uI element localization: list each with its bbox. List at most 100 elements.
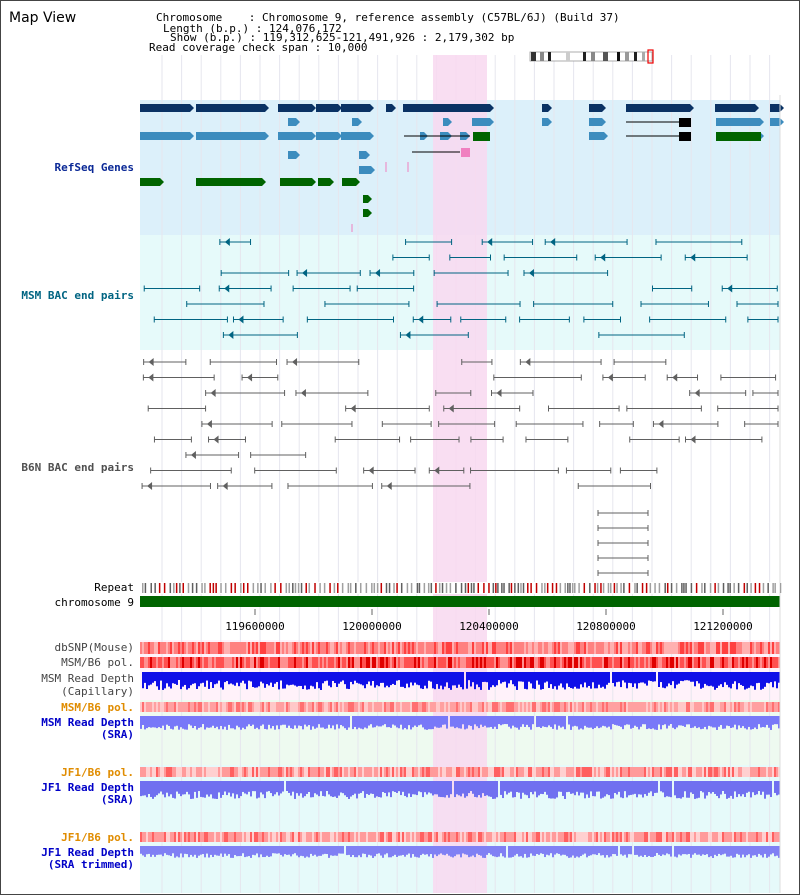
pol-segment — [676, 702, 678, 712]
pol-segment — [226, 642, 228, 654]
depth-bar — [692, 781, 694, 794]
pol-segment — [474, 767, 476, 777]
pol-segment — [400, 702, 402, 712]
pol-segment — [158, 767, 160, 777]
track-label-jf1-depth-sra[interactable]: JF1 Read Depth — [41, 781, 134, 794]
pol-segment — [660, 642, 662, 654]
track-label-msm-depth-capillary[interactable]: MSM Read Depth — [41, 672, 134, 685]
depth-bar — [406, 781, 408, 798]
track-label-jf1-pol[interactable]: JF1/B6 pol. — [61, 766, 134, 779]
depth-bar — [664, 781, 666, 798]
repeat-element — [242, 583, 245, 593]
pol-segment — [498, 767, 500, 777]
depth-bar — [504, 781, 506, 792]
track-label-repeat[interactable]: Repeat — [94, 581, 134, 594]
depth-bar — [272, 781, 274, 797]
track-label-refseq-genes[interactable]: RefSeq Genes — [54, 161, 134, 174]
depth-bar — [614, 781, 616, 794]
pol-segment — [584, 657, 586, 668]
pol-segment — [732, 767, 734, 777]
pol-segment — [298, 702, 300, 712]
pol-segment — [580, 832, 582, 842]
pol-segment — [180, 657, 182, 668]
track-label-jf1-depth-trimmed[interactable]: JF1 Read Depth — [41, 846, 134, 859]
repeat-element — [380, 583, 383, 593]
gene-exon — [363, 209, 368, 217]
pol-segment — [648, 702, 650, 712]
pol-segment — [492, 657, 494, 668]
depth-bar — [298, 781, 300, 796]
depth-bar — [374, 846, 376, 857]
pol-segment — [656, 767, 658, 777]
pol-segment — [410, 767, 412, 777]
depth-bar — [766, 672, 768, 683]
pol-segment — [562, 832, 564, 842]
depth-bar — [544, 781, 546, 792]
repeat-element — [714, 583, 716, 593]
depth-bar — [378, 672, 380, 687]
track-label-dbsnp[interactable]: dbSNP(Mouse) — [54, 641, 134, 654]
gene-exon — [359, 166, 371, 174]
depth-bar — [560, 846, 562, 856]
repeat-element — [467, 583, 470, 593]
track-label-b6n-bac[interactable]: B6N BAC end pairs — [21, 461, 134, 474]
pol-segment — [628, 832, 630, 842]
pol-segment — [480, 702, 482, 712]
depth-bar — [188, 672, 190, 689]
depth-bar — [484, 672, 486, 682]
repeat-element — [438, 583, 441, 593]
depth-bar — [434, 846, 436, 855]
pol-segment — [702, 702, 704, 712]
depth-bar — [232, 781, 234, 794]
pol-segment — [402, 832, 404, 842]
pol-segment — [538, 832, 540, 842]
pol-segment — [160, 702, 162, 712]
pol-segment — [568, 767, 570, 777]
track-label-msm-bac[interactable]: MSM BAC end pairs — [21, 289, 134, 302]
pol-segment — [314, 657, 316, 668]
depth-bar — [330, 846, 332, 856]
bac-end-arrow — [292, 358, 298, 366]
track-label-msm-depth-sra[interactable]: MSM Read Depth — [41, 716, 134, 729]
pol-segment — [752, 702, 754, 712]
pol-segment — [544, 832, 546, 842]
depth-bar — [638, 846, 640, 857]
depth-bar — [236, 716, 238, 726]
track-label-msm-pol-sra[interactable]: MSM/B6 pol. — [61, 701, 134, 714]
depth-bar — [288, 672, 290, 686]
depth-bar — [730, 781, 732, 796]
pol-segment — [350, 832, 352, 842]
depth-bar — [682, 846, 684, 855]
depth-bar — [614, 846, 616, 855]
depth-bar — [296, 781, 298, 794]
pol-segment — [712, 657, 714, 668]
depth-bar — [744, 781, 746, 797]
pol-segment — [256, 642, 258, 654]
pol-segment — [456, 832, 458, 842]
depth-bar — [476, 716, 478, 727]
repeat-element — [658, 583, 661, 593]
pol-segment — [600, 657, 602, 668]
pol-segment — [278, 767, 280, 777]
depth-bar — [324, 672, 326, 682]
pol-segment — [178, 702, 180, 712]
pol-segment — [482, 832, 484, 842]
depth-bar — [510, 781, 512, 792]
pol-segment — [694, 767, 696, 777]
depth-bar — [756, 781, 758, 795]
depth-bar — [502, 846, 504, 857]
track-label-msm-pol[interactable]: MSM/B6 pol. — [61, 656, 134, 669]
pol-segment — [602, 832, 604, 842]
depth-bar — [536, 672, 538, 681]
pol-segment — [718, 702, 720, 712]
depth-bar — [604, 716, 606, 727]
depth-bar — [238, 781, 240, 799]
pol-segment — [682, 832, 684, 842]
pol-segment — [606, 642, 608, 654]
gene-exon — [715, 104, 755, 112]
pol-segment — [494, 702, 496, 712]
pol-segment — [566, 767, 568, 777]
pol-segment — [160, 657, 162, 668]
track-label-jf1-pol-2[interactable]: JF1/B6 pol. — [61, 831, 134, 844]
